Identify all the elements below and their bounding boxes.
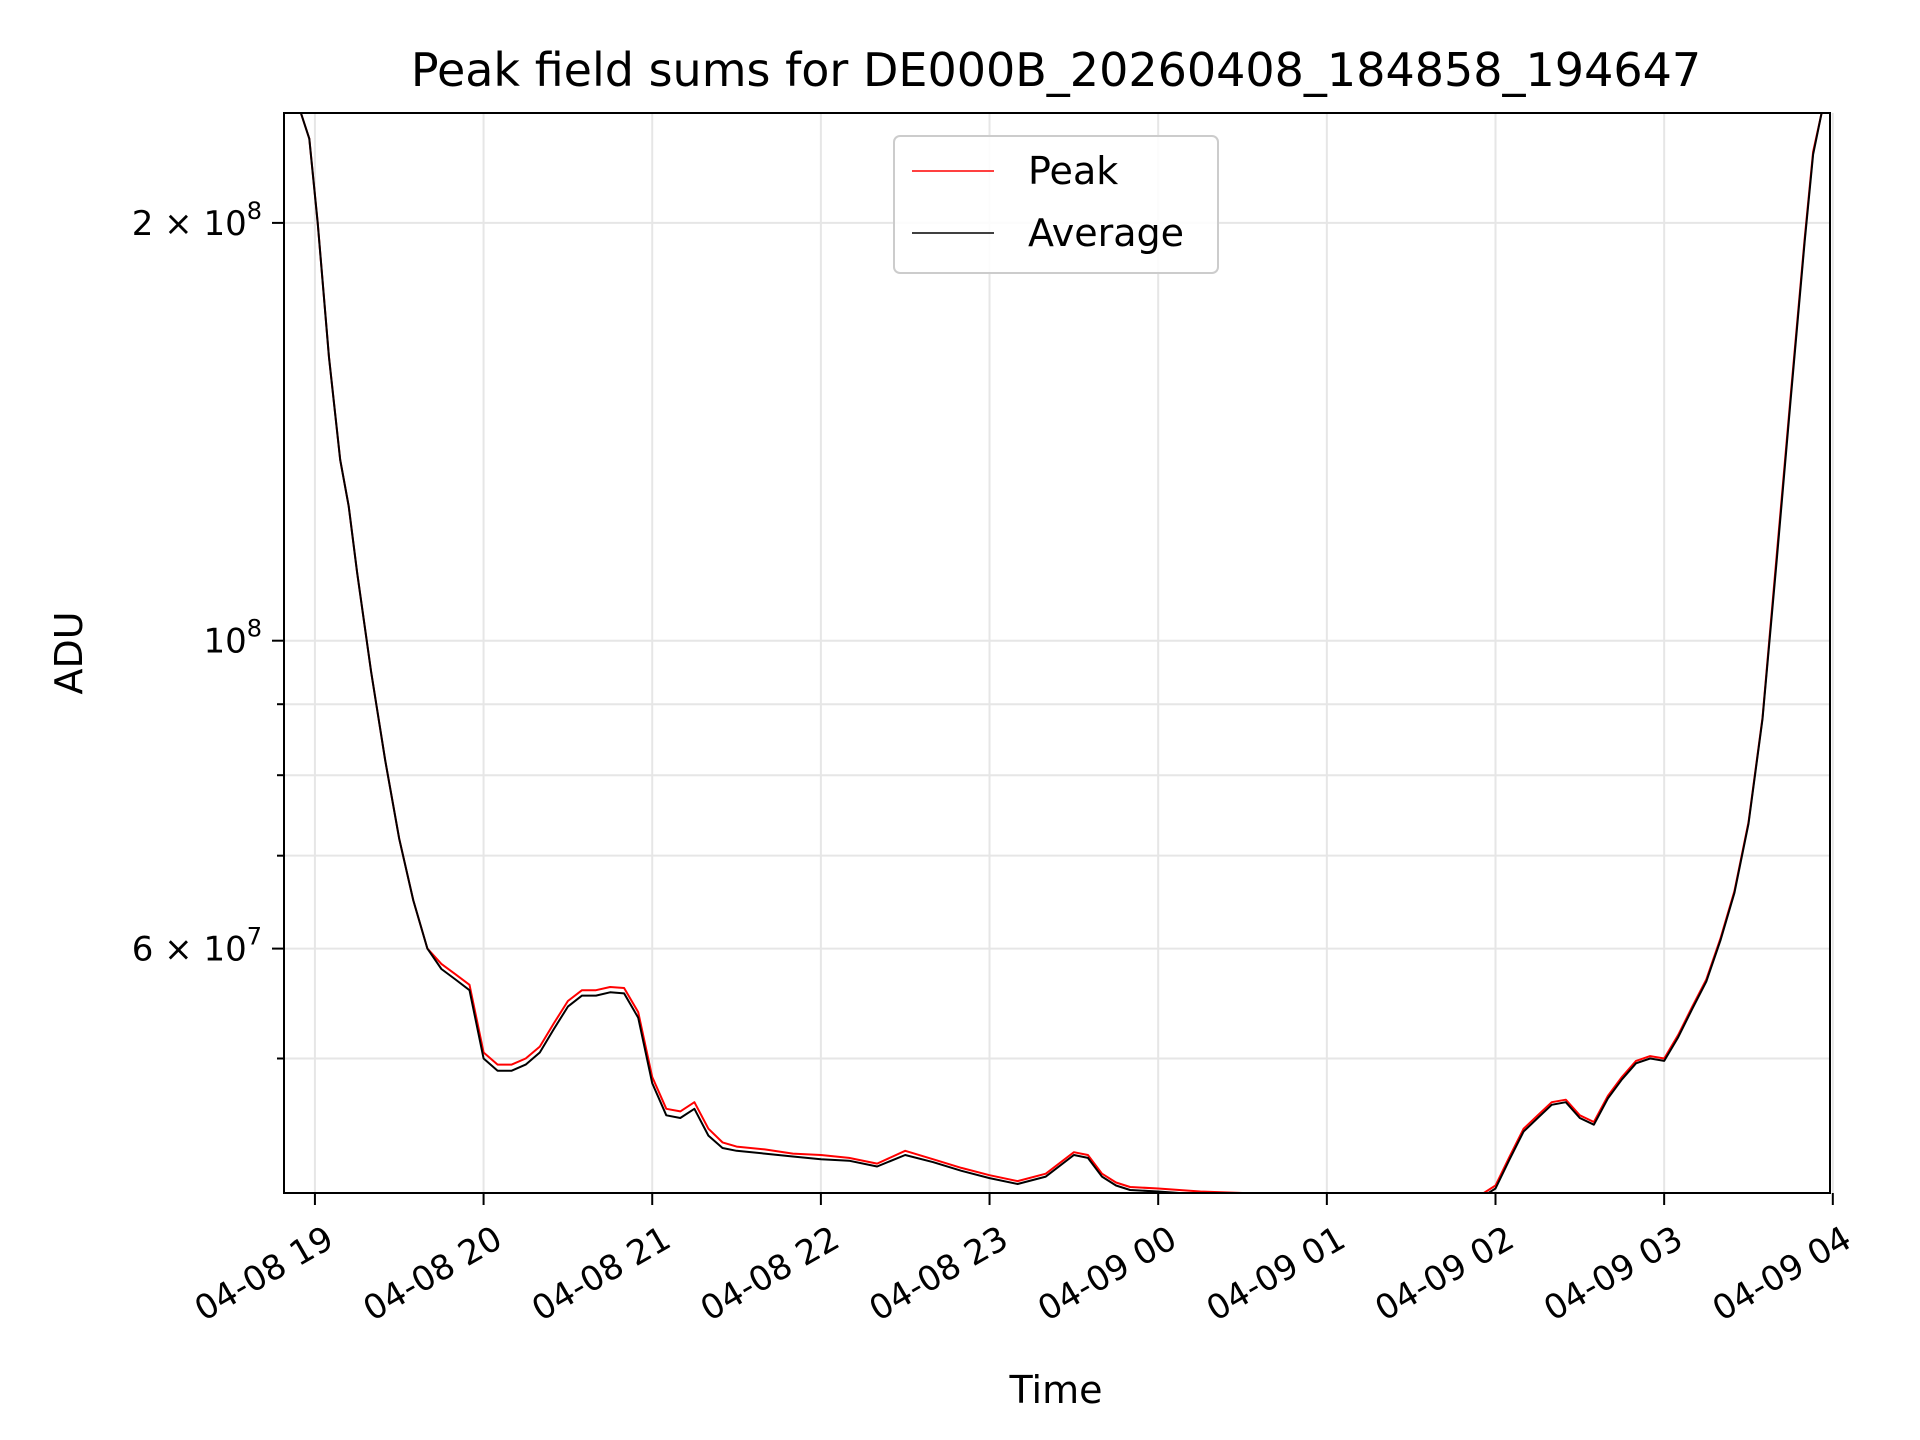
series-layer: [284, 113, 1830, 1193]
y-axis-label: ADU: [47, 611, 91, 694]
y-tick-label: 108: [203, 615, 262, 662]
y-tick-label: 6 × 107: [132, 923, 262, 970]
series-line-peak: [284, 113, 1830, 1193]
x-axis-label: Time: [1009, 1368, 1103, 1412]
legend-label-peak: Peak: [1028, 149, 1118, 193]
y-axis: 2 × 108 108 6 × 107: [132, 197, 284, 1060]
legend: Peak Average: [893, 135, 1219, 274]
legend-label-average: Average: [1028, 211, 1184, 255]
plot-frame: [283, 112, 1831, 1194]
chart-title: Peak field sums for DE000B_20260408_1848…: [411, 43, 1701, 97]
series-line-average: [284, 113, 1830, 1193]
y-tick-label: 2 × 108: [132, 197, 262, 244]
